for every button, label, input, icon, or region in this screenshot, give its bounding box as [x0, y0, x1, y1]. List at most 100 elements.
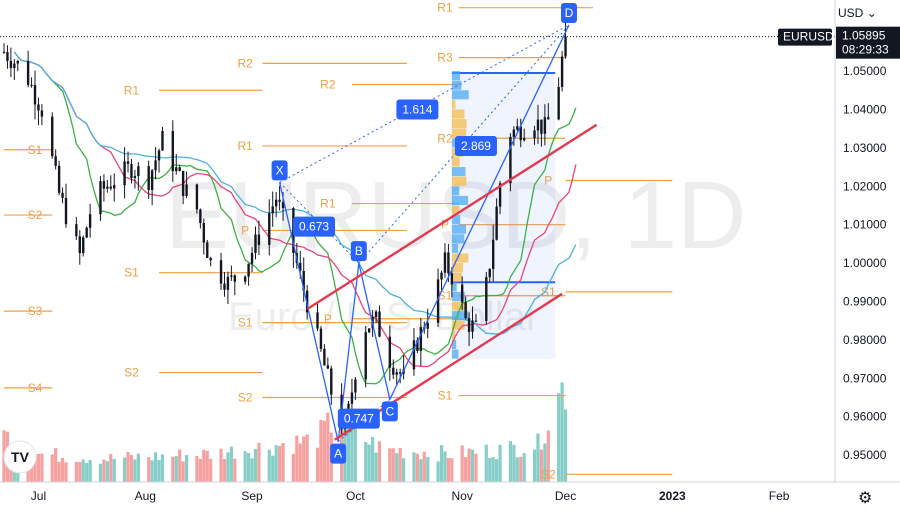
candle-body: [99, 181, 102, 215]
candle-body: [219, 260, 223, 284]
pivot-label: P: [441, 218, 449, 232]
volume-bar: [446, 457, 451, 482]
pattern-point-badge: [381, 401, 398, 422]
volume-bar: [377, 441, 382, 482]
candle-body: [271, 206, 274, 214]
time-axis[interactable]: [0, 482, 835, 510]
candle-body: [564, 36, 567, 57]
volume-bar: [498, 444, 502, 482]
currency-selector[interactable]: USD ⌄: [838, 6, 877, 20]
candle-body: [460, 284, 464, 303]
volume-bar: [98, 463, 103, 482]
volume-bar: [157, 459, 161, 482]
candle-body: [157, 150, 161, 161]
candle-body: [75, 224, 78, 237]
candle-body: [33, 85, 37, 105]
volume-bar: [250, 458, 254, 482]
candle-body: [533, 130, 536, 139]
pivot-label: S2: [238, 391, 253, 405]
pivot-label: R2: [437, 131, 453, 145]
volume-profile-row: [451, 157, 460, 167]
candle-body: [485, 277, 488, 321]
volume-bar: [184, 455, 189, 482]
time-tick-label: Dec: [555, 489, 576, 503]
pattern-point-badge: [350, 241, 367, 262]
volume-bar: [40, 453, 44, 482]
bar-countdown: 08:29:33: [842, 43, 889, 57]
volume-profile-row: [451, 349, 459, 359]
candle-body: [178, 167, 181, 171]
time-axis-ticks: Jul Aug Sep Oct Nov Dec 2023 Feb: [31, 489, 790, 503]
candle-body: [268, 213, 271, 245]
volume-bar: [85, 462, 89, 482]
candle-body: [40, 110, 44, 117]
volume-bar: [539, 449, 544, 482]
candle-body: [547, 117, 550, 120]
volume-profile-row: [451, 71, 461, 81]
pattern-ratio-line: [337, 399, 391, 443]
volume-bar: [102, 459, 106, 482]
candle-body: [471, 320, 474, 332]
candle-body: [474, 320, 478, 322]
volume-bar: [422, 451, 426, 482]
volume-bar: [129, 455, 134, 482]
gear-icon[interactable]: ⚙: [858, 490, 873, 507]
candle-body: [230, 275, 233, 277]
volume-bar: [112, 458, 116, 482]
price-tick-label: 0.95000: [843, 448, 887, 462]
volume-bar: [543, 443, 547, 482]
pivot-label: S1: [124, 266, 139, 280]
candle-body: [464, 302, 467, 319]
candle-body: [395, 372, 398, 375]
volume-profile-row: [451, 167, 466, 177]
pattern-point-label: X: [276, 163, 284, 177]
volume-bar: [508, 441, 513, 482]
volume-profile-row: [451, 243, 459, 253]
pivot-label: R3: [437, 51, 453, 65]
volume-bar: [467, 448, 471, 482]
volume-bar: [233, 458, 237, 482]
candle-body: [278, 199, 281, 202]
candle-body: [495, 206, 498, 240]
volume-bar: [136, 453, 140, 482]
volume-bar: [205, 450, 209, 482]
pattern-point-label: C: [386, 404, 395, 418]
harmonic-pattern: X A B C D 0.673 0.747 1.614 2.869: [271, 2, 598, 464]
pivot-label: R1: [320, 197, 336, 211]
candle-body: [540, 119, 543, 134]
volume-bar: [371, 437, 375, 482]
volume-bar: [105, 461, 109, 482]
volume-profile-row: [451, 119, 467, 129]
candle-body: [30, 84, 33, 86]
tradingview-logo[interactable]: TV: [3, 440, 37, 474]
candle-body: [206, 242, 209, 259]
symbol-price-tag: EURUSD: [778, 28, 834, 46]
volume-bar: [33, 456, 37, 482]
ratio-badge: [337, 408, 380, 429]
candle-body: [150, 170, 154, 190]
volume-bar: [512, 444, 516, 482]
pivot-label: P: [544, 174, 552, 188]
last-price-value: 1.05895: [842, 29, 886, 43]
volume-profile-row: [451, 215, 461, 225]
candle-body: [64, 197, 68, 225]
candle-body: [16, 61, 19, 64]
candle-body: [123, 161, 126, 186]
volume-bar: [391, 448, 395, 482]
volume-bar: [88, 459, 92, 482]
candle-body: [350, 392, 354, 404]
candle-body: [102, 181, 106, 189]
candle-body: [319, 328, 323, 349]
price-tick-label: 1.01000: [843, 218, 887, 232]
price-tick-label: 1.00000: [843, 256, 887, 270]
candle-body: [274, 199, 278, 207]
candle-body: [233, 275, 237, 282]
candle-body: [223, 283, 226, 290]
candle-body: [398, 372, 402, 374]
price-axis[interactable]: [835, 0, 900, 482]
volume-bar: [395, 453, 399, 482]
volume-profile-row: [451, 301, 468, 311]
pattern-point-badge: [330, 443, 347, 464]
candle-body: [488, 268, 491, 278]
volume-bar: [171, 456, 175, 482]
